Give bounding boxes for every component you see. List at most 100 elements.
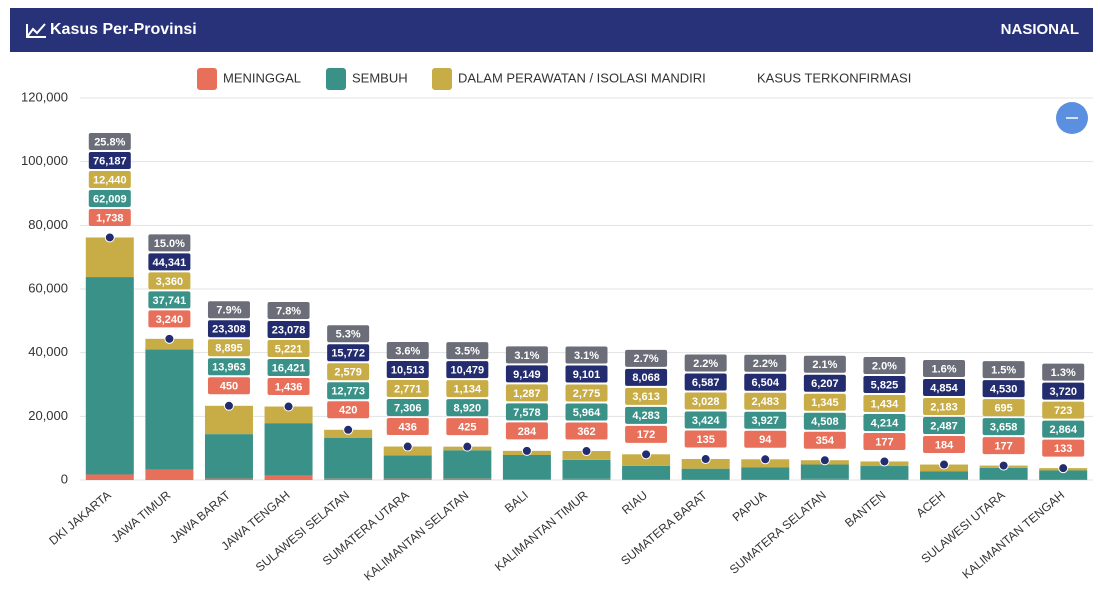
data-label-text: 4,214: [871, 417, 899, 429]
confirmed-point: [642, 450, 651, 459]
data-label: 6,504: [744, 374, 786, 391]
data-label-text: 2.7%: [634, 353, 659, 365]
data-label: 15,772: [327, 344, 369, 361]
data-label: 5,825: [863, 376, 905, 393]
bar-segment: [324, 438, 372, 479]
data-label: 3.5%: [446, 342, 488, 359]
data-label-text: 3.1%: [514, 350, 539, 362]
confirmed-point: [999, 461, 1008, 470]
confirmed-point: [403, 442, 412, 451]
data-label: 37,741: [148, 291, 190, 308]
confirmed-point: [1059, 464, 1068, 473]
data-label-text: 10,479: [450, 365, 484, 377]
data-label-text: 23,078: [272, 324, 306, 336]
bar-segment: [563, 479, 611, 480]
data-label-text: 2.2%: [753, 358, 778, 370]
data-label: 5,964: [566, 404, 608, 421]
data-label: 2,864: [1042, 421, 1084, 438]
data-label-text: 7,578: [513, 407, 541, 419]
data-label-text: 362: [577, 426, 595, 438]
data-label-text: 1,434: [871, 398, 899, 410]
chart: 020,00040,00060,00080,000100,000120,000M…: [21, 68, 1093, 584]
data-label-text: 7.9%: [216, 305, 241, 317]
x-tick-label: RIAU: [619, 488, 650, 517]
confirmed-point: [105, 233, 114, 242]
x-tick-label: ACEH: [913, 488, 948, 520]
data-label-text: 2,864: [1049, 424, 1077, 436]
data-label-text: 15.0%: [154, 238, 185, 250]
data-label-text: 3,360: [156, 276, 184, 288]
data-label-text: 7.8%: [276, 305, 301, 317]
data-label-text: 3,028: [692, 396, 720, 408]
data-label: 3,613: [625, 388, 667, 405]
scope-label[interactable]: NASIONAL: [1001, 21, 1079, 38]
data-label: 4,530: [983, 380, 1025, 397]
legend-swatch: [326, 68, 346, 90]
legend-label: DALAM PERAWATAN / ISOLASI MANDIRI: [458, 70, 706, 85]
data-label-text: 2.1%: [812, 359, 837, 371]
data-label-text: 354: [816, 435, 835, 447]
confirmed-point: [820, 456, 829, 465]
bar-segment: [443, 479, 491, 480]
data-label: 1,738: [89, 209, 131, 226]
data-label-text: 1,436: [275, 381, 303, 393]
data-label-text: 3,658: [990, 421, 1018, 433]
data-label-text: 425: [458, 422, 476, 434]
data-label-text: 9,149: [513, 369, 541, 381]
data-label-text: 2.2%: [693, 358, 718, 370]
data-label: 2.0%: [863, 357, 905, 374]
confirmed-point: [880, 457, 889, 466]
data-label: 7.9%: [208, 301, 250, 318]
data-label: 8,068: [625, 369, 667, 386]
bar-segment: [741, 467, 789, 480]
bar-segment: [503, 455, 551, 479]
data-label-text: 5,964: [573, 407, 601, 419]
data-label-text: 172: [637, 429, 655, 441]
data-label-text: 3,424: [692, 415, 720, 427]
data-label: 3.1%: [566, 347, 608, 364]
data-label-text: 12,440: [93, 174, 127, 186]
confirmed-point: [224, 401, 233, 410]
collapse-button[interactable]: [1056, 102, 1088, 134]
bar-segment: [205, 434, 253, 478]
y-tick-label: 80,000: [28, 217, 68, 232]
data-label: 6,587: [685, 374, 727, 391]
confirmed-point: [344, 425, 353, 434]
header-title: Kasus Per-Provinsi: [50, 21, 197, 38]
data-label: 25.8%: [89, 133, 131, 150]
data-label: 3,720: [1042, 383, 1084, 400]
bar-segment: [145, 470, 193, 480]
data-label-text: 4,283: [632, 410, 660, 422]
data-label-text: 62,009: [93, 193, 127, 205]
data-label-text: 6,587: [692, 377, 720, 389]
data-label: 12,773: [327, 382, 369, 399]
data-label: 1,434: [863, 395, 905, 412]
data-label: 2,487: [923, 417, 965, 434]
data-label: 1,345: [804, 394, 846, 411]
data-label: 3,360: [148, 272, 190, 289]
data-label: 5.3%: [327, 325, 369, 342]
data-label-text: 1.6%: [931, 363, 956, 375]
data-label-text: 723: [1054, 405, 1072, 417]
data-label-text: 1,287: [513, 388, 541, 400]
y-tick-label: 120,000: [21, 89, 68, 104]
bar-segment: [86, 277, 134, 474]
data-label-text: 2,483: [751, 396, 779, 408]
data-label-text: 177: [875, 436, 893, 448]
data-label: 425: [446, 418, 488, 435]
data-label-text: 1,738: [96, 212, 124, 224]
x-tick-label: KALIMANTAN SELATAN: [361, 488, 471, 584]
confirmed-point: [582, 447, 591, 456]
data-label-text: 2,487: [930, 420, 958, 432]
data-label: 2,183: [923, 398, 965, 415]
data-label-text: 5.3%: [336, 329, 361, 341]
data-label-text: 3.6%: [395, 345, 420, 357]
data-label-text: 6,207: [811, 378, 839, 390]
x-tick-label: BANTEN: [842, 488, 888, 530]
data-label: 10,513: [387, 361, 429, 378]
legend-label: KASUS TERKONFIRMASI: [757, 70, 911, 85]
bar-segment: [682, 469, 730, 480]
data-label: 450: [208, 377, 250, 394]
data-label-text: 3.1%: [574, 350, 599, 362]
bar-segment: [86, 474, 134, 480]
